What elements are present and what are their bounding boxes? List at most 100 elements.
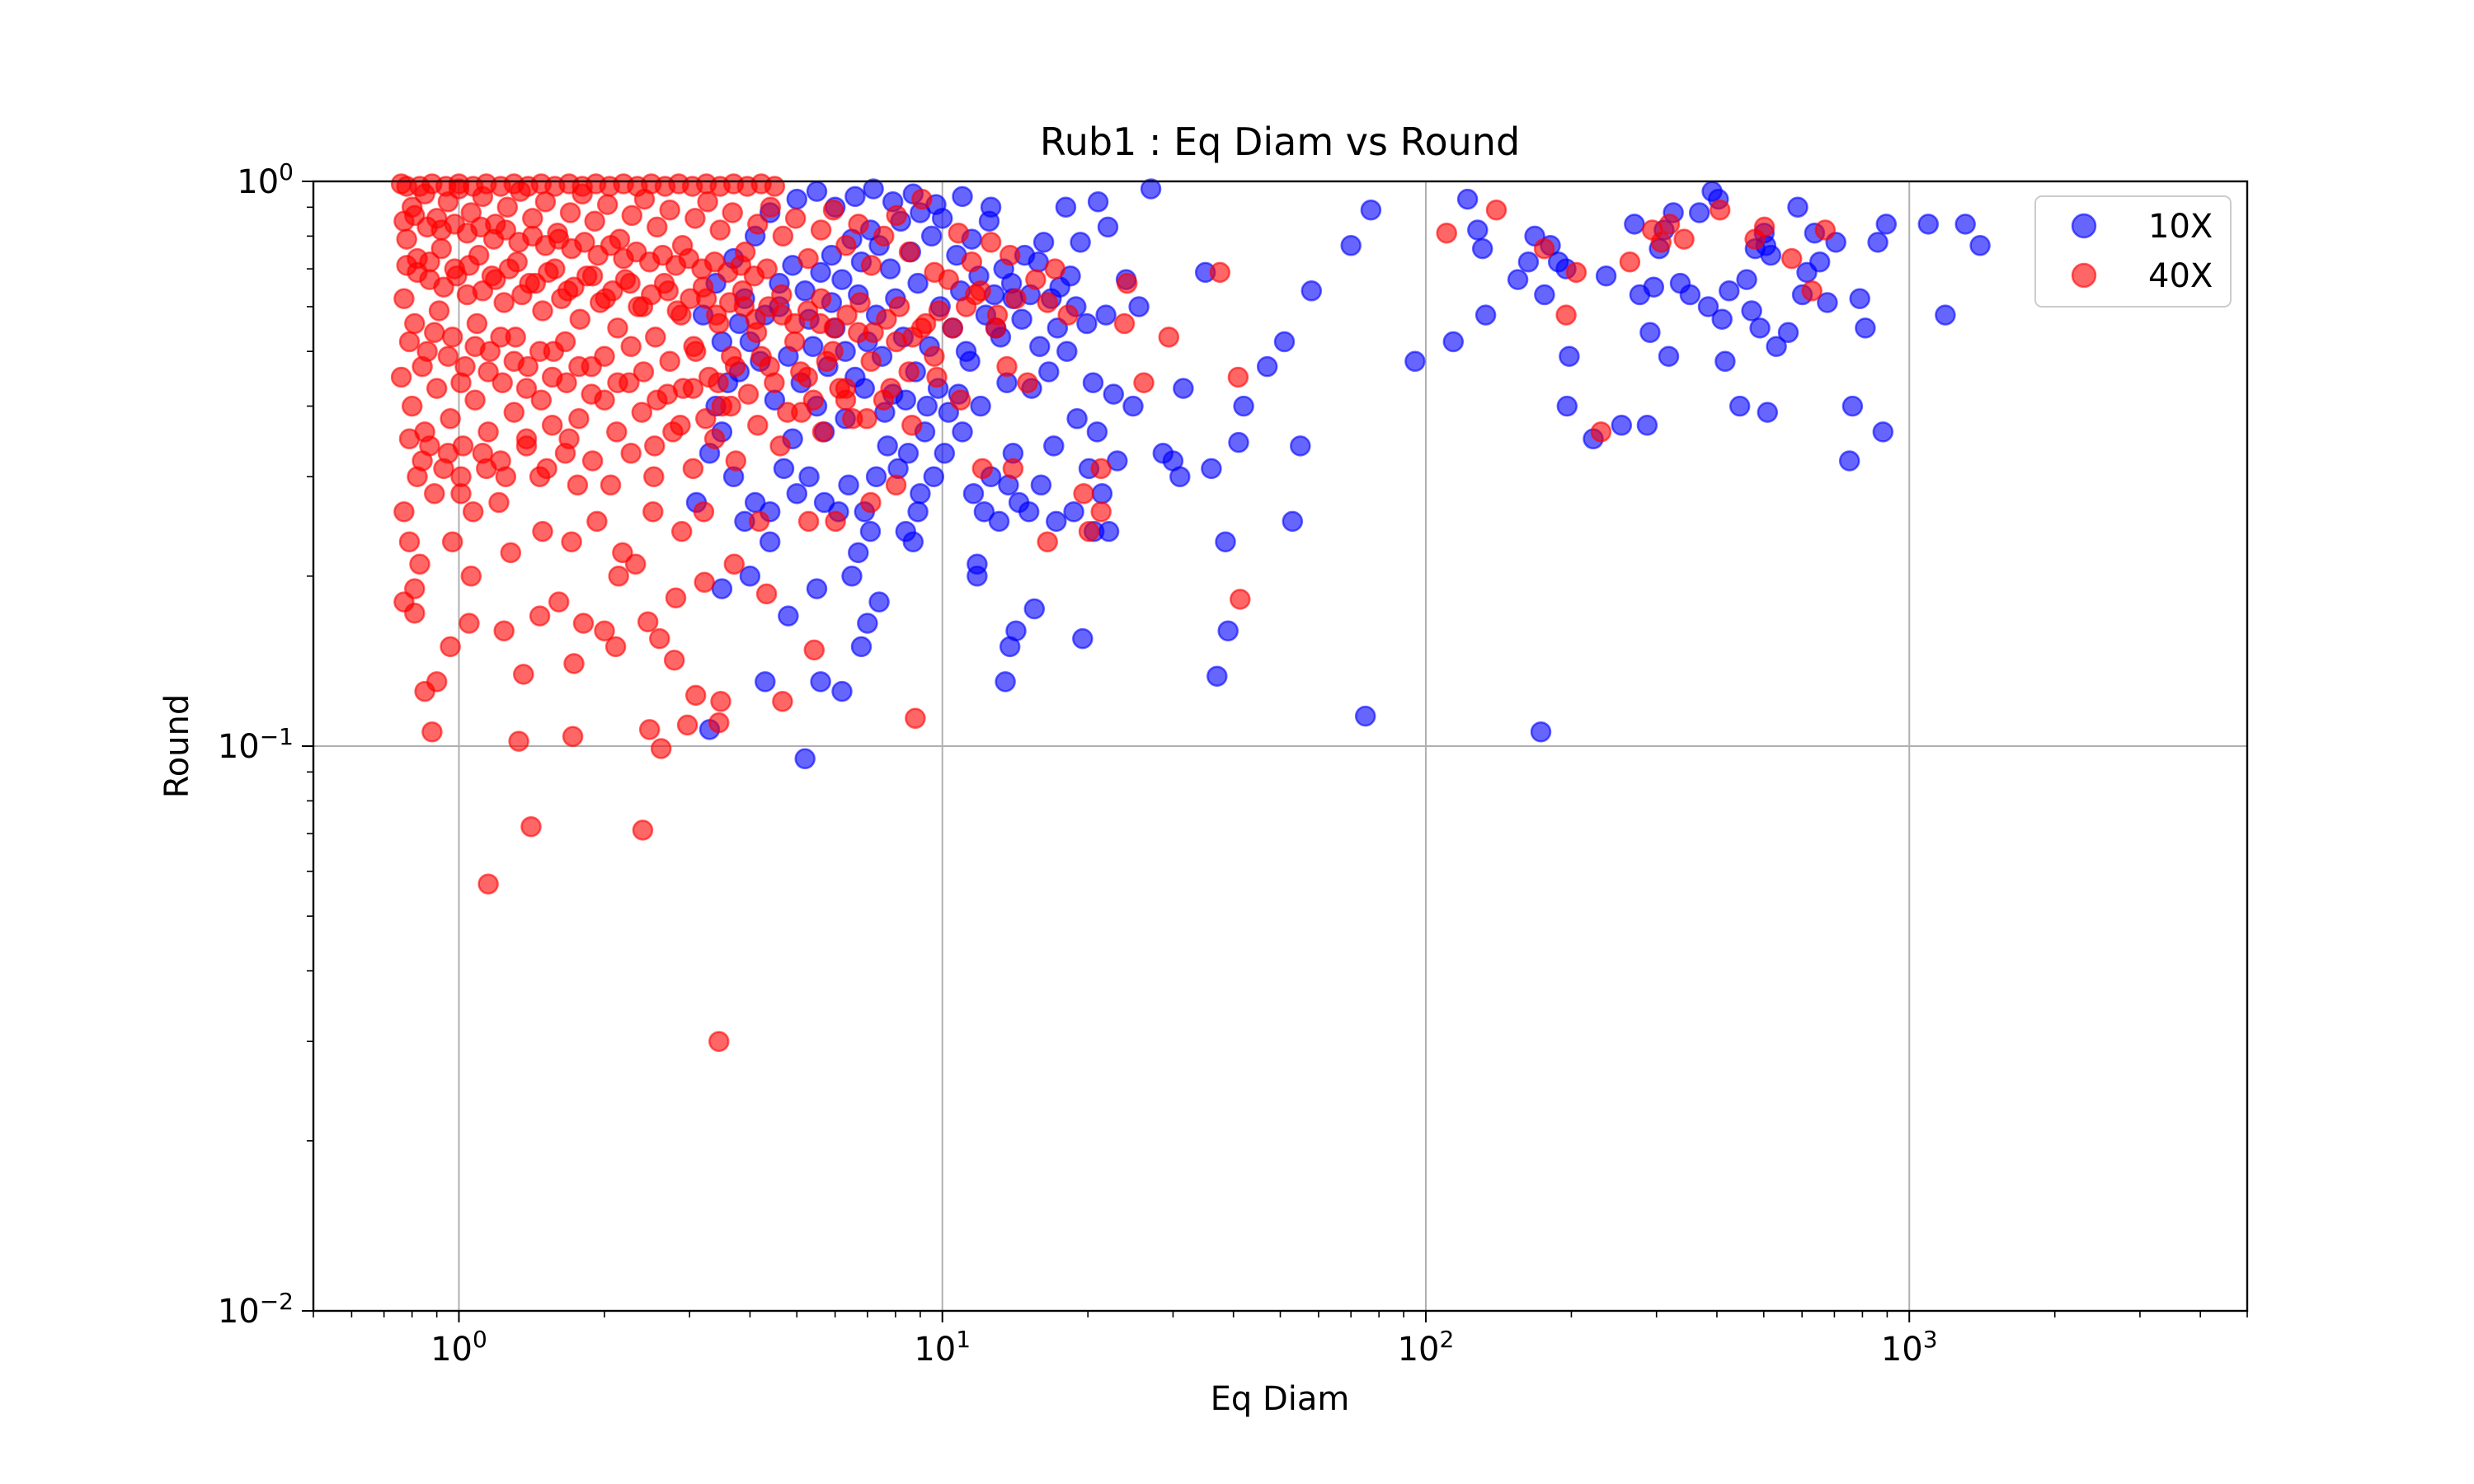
point-10x-102 [1766, 336, 1787, 358]
point-40x-49 [612, 542, 633, 564]
point-10x-192 [1029, 336, 1051, 358]
point-10x-85 [1679, 284, 1701, 306]
point-40x-146 [684, 208, 706, 229]
point-40x-47 [561, 531, 582, 552]
point-10x-117 [1875, 214, 1898, 235]
legend-marker-10x [2071, 213, 2097, 239]
point-40x-385 [594, 345, 615, 367]
point-40x-350 [836, 304, 858, 326]
point-10x-137 [952, 421, 973, 443]
point-40x-204 [872, 389, 895, 411]
point-40x-56 [860, 491, 882, 514]
point-40x-90 [1227, 366, 1249, 388]
point-40x-76 [682, 458, 704, 480]
point-40x-360 [970, 280, 991, 302]
point-40x-359 [955, 296, 977, 317]
point-10x-70 [1559, 345, 1580, 367]
point-40x-384 [581, 383, 602, 405]
point-40x-377 [490, 326, 511, 348]
point-10x-60 [1471, 237, 1493, 260]
point-40x-391 [672, 378, 694, 399]
point-10x-87 [1697, 296, 1719, 317]
point-40x-7 [638, 719, 661, 740]
point-10x-250 [916, 395, 938, 417]
point-10x-79 [1643, 276, 1665, 298]
point-40x-301 [574, 232, 595, 253]
point-40x-186 [645, 326, 666, 348]
point-40x-5 [508, 730, 529, 752]
point-40x-100 [1650, 232, 1672, 253]
point-10x-100 [1757, 402, 1779, 423]
point-10x-1 [794, 748, 816, 770]
point-40x-324 [498, 258, 520, 279]
point-10x-242 [907, 272, 929, 294]
point-40x-336 [653, 272, 675, 294]
point-40x-401 [802, 389, 825, 411]
point-40x-371 [412, 355, 433, 378]
point-10x-45 [1217, 620, 1239, 641]
point-40x-25 [493, 620, 515, 641]
point-40x-34 [723, 553, 745, 575]
point-40x-157 [822, 199, 844, 221]
chart-title: Rub1 : Eq Diam vs Round [1040, 120, 1520, 164]
point-10x-86 [1688, 202, 1710, 223]
point-40x-364 [1044, 258, 1066, 279]
point-10x-109 [1817, 292, 1838, 313]
point-10x-211 [920, 225, 943, 247]
point-40x-245 [503, 402, 525, 423]
point-40x-378 [503, 350, 525, 373]
point-40x-158 [835, 235, 857, 256]
point-40x-236 [390, 366, 412, 388]
point-40x-139 [596, 194, 618, 215]
point-40x-9 [676, 714, 698, 736]
point-40x-293 [470, 216, 492, 238]
point-40x-352 [863, 322, 884, 344]
point-40x-119 [1037, 531, 1058, 552]
point-40x-163 [898, 241, 920, 263]
point-10x-53 [1340, 235, 1362, 256]
point-40x-138 [584, 210, 605, 232]
point-40x-149 [722, 202, 743, 223]
point-40x-369 [948, 222, 970, 244]
point-40x-367 [980, 232, 1002, 253]
point-40x-141 [621, 204, 643, 227]
point-10x-262 [1043, 435, 1065, 457]
point-10x-124 [1055, 196, 1077, 218]
point-10x-44 [1215, 531, 1236, 552]
point-40x-392 [684, 340, 707, 362]
point-10x-129 [1128, 296, 1150, 317]
point-10x-63 [1517, 251, 1540, 273]
point-40x-319 [433, 276, 454, 298]
point-40x-256 [462, 500, 484, 523]
point-40x-1 [477, 873, 499, 895]
point-10x-191 [1011, 308, 1032, 330]
point-40x-257 [476, 458, 497, 480]
point-10x-61 [1475, 304, 1497, 326]
point-40x-45 [500, 542, 522, 564]
point-40x-3 [632, 819, 654, 841]
point-40x-380 [529, 340, 551, 362]
point-40x-340 [706, 304, 727, 326]
point-40x-243 [477, 421, 499, 443]
point-40x-24 [459, 613, 480, 634]
point-40x-358 [942, 317, 963, 339]
point-40x-107 [1801, 280, 1823, 302]
point-10x-263 [1066, 408, 1088, 430]
point-10x-92 [1719, 280, 1740, 302]
point-10x-188 [955, 340, 977, 362]
point-40x-160 [860, 255, 882, 276]
point-40x-23 [440, 636, 461, 658]
point-10x-118 [1917, 214, 1940, 235]
point-10x-33 [1063, 500, 1084, 523]
point-40x-347 [797, 300, 819, 322]
point-40x-183 [607, 317, 628, 339]
point-40x-153 [772, 225, 794, 247]
point-40x-303 [600, 235, 622, 256]
point-40x-28 [572, 613, 595, 634]
point-10x-59 [1467, 219, 1489, 241]
point-40x-342 [731, 280, 754, 302]
point-40x-248 [541, 415, 563, 436]
point-40x-376 [477, 361, 499, 383]
point-40x-48 [586, 510, 608, 533]
